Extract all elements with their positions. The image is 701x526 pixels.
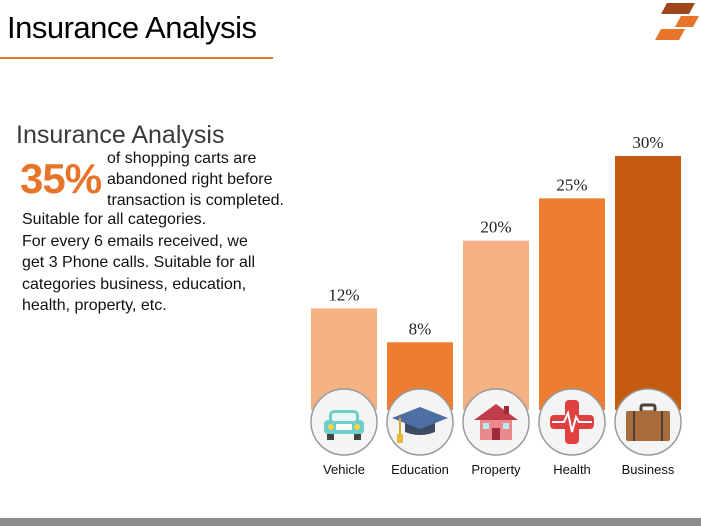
value-label: 20% xyxy=(480,218,511,237)
logo-piece-middle xyxy=(675,16,699,27)
heartbeat-line xyxy=(552,409,592,433)
graduation-cap-icon xyxy=(392,407,448,443)
category-label: Vehicle xyxy=(323,462,365,477)
car-headlight xyxy=(328,424,334,430)
highlight-line: of shopping carts are xyxy=(107,150,257,167)
value-label: 30% xyxy=(632,133,663,152)
body-line: Suitable for all categories. xyxy=(22,211,207,228)
car-headlight xyxy=(354,424,360,430)
highlight-percentage: 35% xyxy=(20,155,102,202)
bar-chart: 12% Vehicle 8% Education 20% Property 25% Healt… xyxy=(310,133,682,477)
cross-horizontal xyxy=(550,415,594,429)
car-windshield xyxy=(332,413,356,421)
logo-piece-bottom xyxy=(655,29,685,40)
body-line: categories business, education, xyxy=(22,275,247,293)
cap-board xyxy=(392,407,448,429)
value-label: 25% xyxy=(556,175,587,194)
category-label: Business xyxy=(622,462,675,477)
health-cross-icon xyxy=(550,400,594,444)
highlight-line: abandoned right before xyxy=(107,171,273,188)
logo xyxy=(655,3,699,40)
house-chimney xyxy=(504,406,509,414)
category-label: Health xyxy=(553,462,591,477)
footer-bar xyxy=(0,518,701,526)
house-icon xyxy=(474,404,518,440)
briefcase-body xyxy=(626,411,670,441)
body-line: For every 6 emails received, we xyxy=(22,232,248,250)
highlight-description: of shopping carts are abandoned right be… xyxy=(107,148,317,211)
body-line: get 3 Phone calls. Suitable for all xyxy=(22,254,256,271)
bar-property xyxy=(463,240,529,410)
logo-piece-top xyxy=(661,3,695,14)
briefcase-icon xyxy=(626,403,670,441)
house-window xyxy=(503,423,509,429)
slide-title: Insurance Analysis xyxy=(7,10,257,45)
category-label: Education xyxy=(391,462,449,477)
house-window xyxy=(483,423,489,429)
value-label: 8% xyxy=(409,319,432,338)
value-label: 12% xyxy=(328,285,359,304)
body-text: Suitable for all categories. For every 6… xyxy=(22,209,312,317)
car-grille xyxy=(336,424,352,430)
body-line: health, property, etc. xyxy=(22,297,167,314)
bar-health xyxy=(539,198,605,410)
highlight-line: transaction is completed. xyxy=(107,192,284,209)
category-label: Property xyxy=(471,462,521,477)
car-wheel xyxy=(327,434,334,440)
sub-heading: Insurance Analysis xyxy=(16,121,225,149)
title-underline xyxy=(0,57,273,59)
cap-tassel xyxy=(397,434,403,443)
car-wheel xyxy=(354,434,361,440)
house-roof xyxy=(474,404,518,420)
bar-business xyxy=(615,156,681,410)
car-icon xyxy=(324,410,364,440)
house-door xyxy=(492,428,500,440)
